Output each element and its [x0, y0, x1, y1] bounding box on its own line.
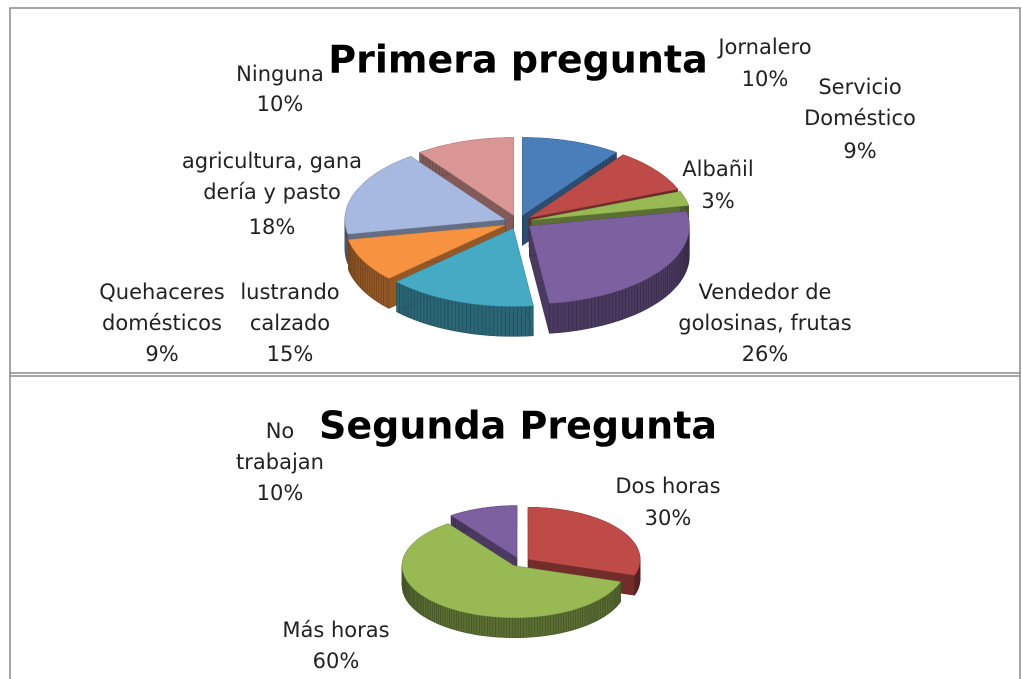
slice-label: Servicio Doméstico [804, 75, 916, 130]
label-line: lustrando [240, 280, 339, 304]
slice [531, 191, 689, 221]
label-line: Quehaceres [99, 280, 224, 304]
value-label: 60% [313, 649, 360, 673]
slice [348, 224, 506, 279]
label-line: domésticos [102, 311, 222, 335]
value-label: 15% [267, 342, 314, 366]
label-line: trabajan [236, 450, 324, 474]
slice [396, 228, 534, 307]
value-label: 10% [257, 92, 304, 116]
value-label: 18% [249, 215, 296, 239]
slice [401, 523, 622, 619]
slice-label: Jornalero [716, 35, 811, 59]
value-label: 3% [701, 189, 734, 213]
slice [527, 507, 641, 576]
slice-label: lustrando calzado [240, 280, 339, 335]
label-line: No [266, 419, 295, 443]
label-line: Vendedor de [699, 280, 832, 304]
slice [528, 211, 690, 304]
label-line: Doméstico [804, 106, 916, 130]
slice-label: Dos horas [615, 474, 720, 498]
chart-title: Segunda Pregunta [319, 404, 717, 448]
slice-label: agricultura, gana dería y pasto [182, 149, 362, 204]
value-label: 9% [843, 139, 876, 163]
value-label: 10% [257, 481, 304, 505]
label-line: Servicio [818, 75, 901, 99]
label-line: agricultura, gana [182, 149, 362, 173]
label-line: calzado [250, 311, 330, 335]
slice-label: No trabajan [236, 419, 324, 474]
slice-label: Vendedor de golosinas, frutas [678, 280, 852, 335]
slice [522, 137, 617, 216]
slice [344, 156, 506, 235]
value-label: 30% [645, 506, 692, 530]
slice [419, 137, 514, 216]
value-label: 26% [742, 342, 789, 366]
slice [528, 154, 679, 219]
panel-frame [9, 7, 1021, 374]
slice-label: Ninguna [236, 62, 324, 86]
label-line: dería y pasto [203, 180, 341, 204]
slice-label: Albañil [682, 157, 753, 181]
slice-label: Quehaceres domésticos [99, 280, 224, 335]
value-label: 9% [145, 342, 178, 366]
chart-title: Primera pregunta [328, 38, 707, 82]
value-label: 10% [742, 67, 789, 91]
slice [450, 505, 518, 559]
label-line: golosinas, frutas [678, 311, 852, 335]
slice-label: Más horas [282, 618, 389, 642]
